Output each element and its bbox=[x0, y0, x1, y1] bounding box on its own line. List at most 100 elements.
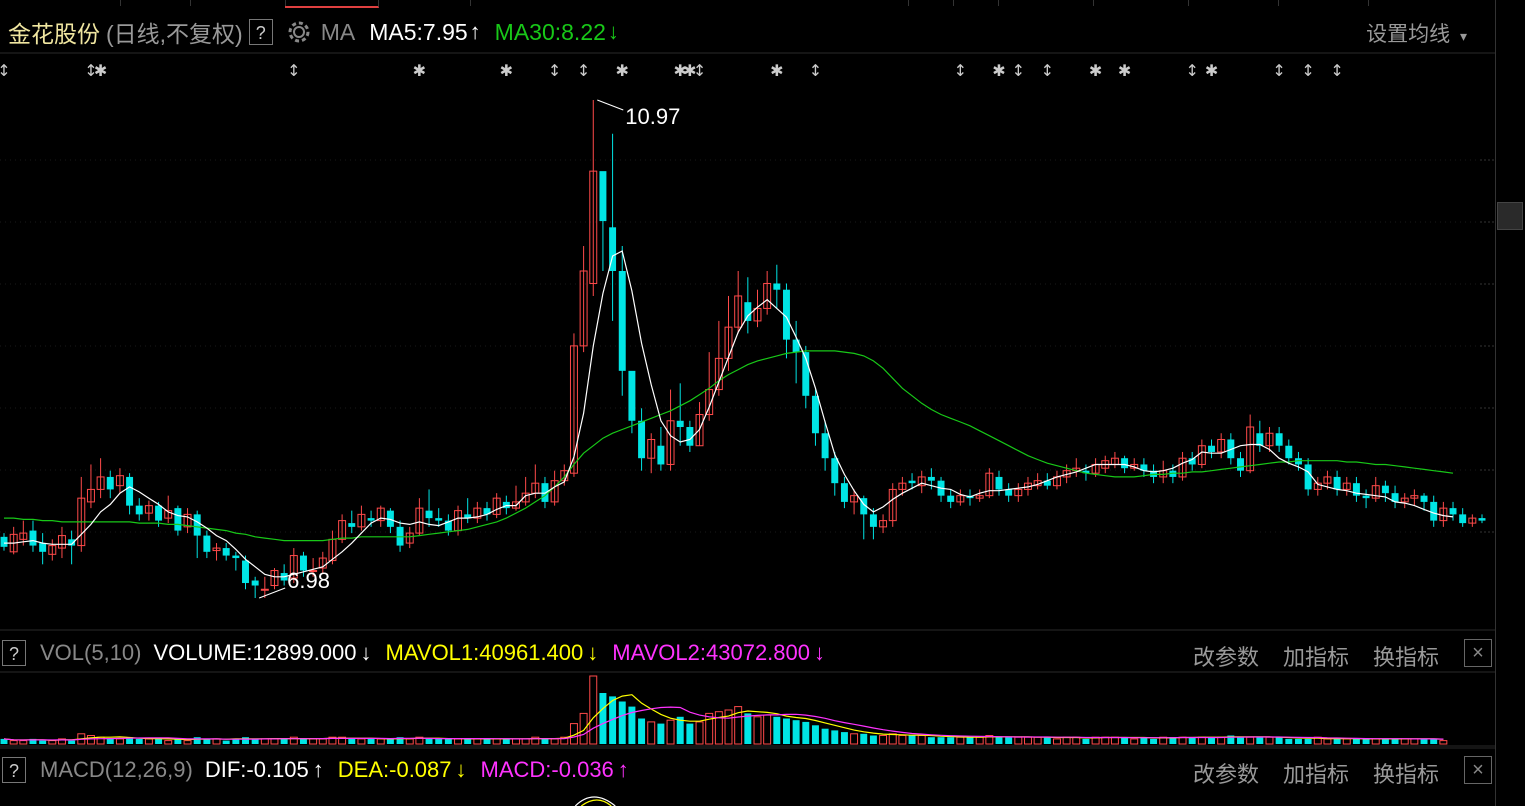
event-marker-icon: ↕ bbox=[287, 61, 300, 80]
volume-bar-down bbox=[1140, 737, 1148, 744]
volume-bar-up bbox=[183, 740, 192, 745]
macd-switch-indicator-button[interactable]: 换指标 bbox=[1373, 762, 1440, 787]
dif-value: DIF:-0.105 bbox=[204, 757, 309, 782]
volume-bar-down bbox=[599, 693, 607, 744]
volume-bar-up bbox=[1410, 738, 1419, 745]
volume-bar-down bbox=[155, 738, 163, 744]
candle-body-down bbox=[1381, 485, 1389, 494]
volume-bar-down bbox=[1285, 738, 1293, 744]
volume-bar-up bbox=[560, 736, 569, 745]
top-tab[interactable] bbox=[1093, 0, 1189, 6]
high-price-label: 10.97 bbox=[625, 104, 680, 129]
candle-body-down bbox=[1237, 458, 1244, 471]
candle-body-down bbox=[908, 480, 916, 484]
top-tab[interactable] bbox=[0, 0, 121, 6]
top-tab[interactable] bbox=[120, 0, 191, 6]
candle-body-up bbox=[1265, 432, 1274, 447]
macd-help-button[interactable]: ? bbox=[2, 757, 26, 783]
volume-bar-down bbox=[1082, 738, 1090, 744]
volume-bar-down bbox=[966, 737, 974, 744]
help-button[interactable]: ? bbox=[248, 19, 273, 45]
volume-bar-down bbox=[251, 738, 259, 744]
vol-panel-header: ? VOL(5,10) VOLUME:12899.000 ↓ MAVOL1:40… bbox=[0, 633, 1495, 673]
macd-change-params-button[interactable]: 改参数 bbox=[1193, 762, 1260, 787]
volume-bar-down bbox=[773, 716, 781, 744]
volume-bar-down bbox=[802, 721, 810, 744]
top-tab[interactable] bbox=[998, 0, 1094, 6]
stock-name[interactable]: 金花股份 bbox=[8, 21, 100, 47]
top-tab[interactable] bbox=[1278, 0, 1369, 6]
volume-bar-up bbox=[1033, 736, 1042, 745]
candle-body-down bbox=[1208, 445, 1215, 452]
volume-bar-up bbox=[9, 740, 18, 745]
top-tab[interactable] bbox=[908, 0, 954, 6]
volume-bar-down bbox=[1169, 737, 1177, 744]
candle-body-up bbox=[1371, 485, 1380, 499]
price-panel-header: 金花股份 (日线,不复权) ? MA MA5:7.95 ↑ MA30:8.22 … bbox=[0, 12, 1495, 52]
candle-body-down bbox=[251, 580, 259, 586]
vol-add-indicator-button[interactable]: 加指标 bbox=[1283, 645, 1350, 670]
volume-bar-up bbox=[318, 738, 327, 745]
volume-bar-down bbox=[995, 737, 1003, 744]
mavol1-value: MAVOL1:40961.400 bbox=[385, 640, 584, 665]
vol-switch-indicator-button[interactable]: 换指标 bbox=[1373, 645, 1440, 670]
volume-bar-down bbox=[618, 701, 626, 744]
volume-bar-down bbox=[29, 738, 37, 744]
volume-bar-up bbox=[589, 675, 598, 745]
macd-add-indicator-button[interactable]: 加指标 bbox=[1283, 762, 1350, 787]
ma-setting-button[interactable]: 设置均线 ▾ bbox=[1366, 18, 1467, 48]
candle-body-down bbox=[773, 283, 781, 290]
macd-close-icon[interactable]: × bbox=[1464, 756, 1492, 784]
event-marker-icon: ✱ bbox=[674, 61, 687, 80]
candle-body-up bbox=[1217, 438, 1226, 453]
volume-arrow-icon: ↓ bbox=[360, 640, 372, 665]
volume-bar-up bbox=[705, 712, 714, 745]
volume-bar-up bbox=[212, 738, 221, 745]
candle-body-down bbox=[1362, 495, 1370, 499]
candle-body-down bbox=[995, 476, 1003, 490]
top-tab[interactable] bbox=[190, 0, 286, 6]
volume-bar-down bbox=[1294, 738, 1302, 744]
candle-body-up bbox=[338, 520, 347, 540]
candle-body-down bbox=[782, 289, 790, 340]
volume-bar-down bbox=[367, 738, 375, 744]
vol-help-button[interactable]: ? bbox=[2, 640, 26, 666]
candle-body-up bbox=[357, 513, 366, 528]
candle-body-up bbox=[260, 588, 269, 591]
dif-line bbox=[574, 796, 616, 806]
volume-bar-up bbox=[521, 738, 530, 745]
volume-bar-down bbox=[1227, 735, 1235, 744]
volume-bar-down bbox=[840, 732, 848, 744]
top-tab[interactable] bbox=[378, 0, 471, 6]
volume-bar-down bbox=[386, 738, 394, 744]
vol-close-icon[interactable]: × bbox=[1464, 639, 1492, 667]
top-tab[interactable] bbox=[470, 0, 909, 6]
vol-change-params-button[interactable]: 改参数 bbox=[1193, 645, 1260, 670]
scrollbar-handle[interactable] bbox=[1497, 202, 1523, 230]
candle-body-up bbox=[917, 476, 926, 487]
volume-bar-down bbox=[1333, 738, 1341, 744]
volume-bar-up bbox=[19, 740, 28, 745]
high-annotation-arrow bbox=[597, 99, 624, 111]
candle-body-down bbox=[39, 543, 47, 552]
top-tab-active[interactable] bbox=[285, 0, 379, 8]
candle-body-down bbox=[29, 530, 37, 546]
candle-body-down bbox=[947, 495, 955, 502]
macd-label: MACD(12,26,9) bbox=[40, 757, 193, 782]
candle-body-down bbox=[1459, 514, 1467, 524]
macd-arrow-icon: ↑ bbox=[617, 757, 629, 782]
volume-bar-up bbox=[1342, 738, 1351, 745]
mavol1-arrow-icon: ↓ bbox=[587, 640, 599, 665]
volume-bar-up bbox=[260, 738, 269, 745]
candle-body-up bbox=[975, 495, 984, 499]
top-tab[interactable] bbox=[1188, 0, 1279, 6]
volume-bar-down bbox=[444, 738, 452, 744]
top-tab[interactable] bbox=[953, 0, 999, 6]
volume-bar-up bbox=[57, 738, 66, 745]
gear-icon[interactable] bbox=[285, 18, 313, 46]
candle-body-up bbox=[985, 472, 994, 497]
candle-body-up bbox=[57, 535, 66, 549]
volume-bar-down bbox=[1005, 737, 1013, 744]
candle-body-up bbox=[763, 282, 772, 309]
